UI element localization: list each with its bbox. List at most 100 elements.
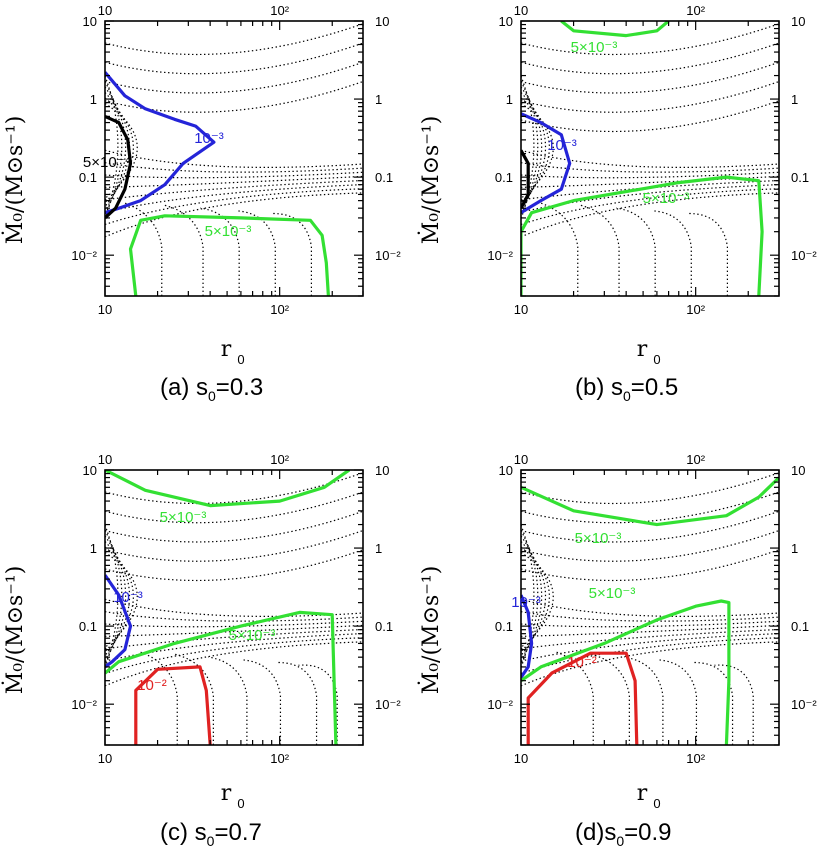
x-tick-label: 10² bbox=[270, 3, 289, 18]
plot-area bbox=[521, 21, 779, 296]
y-axis-label: Ṁ₀/(M⊙s⁻¹) bbox=[1, 116, 28, 245]
dotted-contour bbox=[521, 42, 779, 75]
caption-sub: 0 bbox=[208, 388, 216, 404]
dotted-contour bbox=[105, 188, 363, 226]
y-tick-label: 10 bbox=[375, 463, 389, 478]
x-axis-label-sub: 0 bbox=[237, 796, 244, 811]
dotted-contour bbox=[521, 61, 779, 94]
contour-green bbox=[105, 610, 338, 745]
contour-black bbox=[521, 149, 530, 209]
contour-label: 5×10⁻³ bbox=[643, 190, 690, 207]
dotted-contour bbox=[272, 212, 312, 296]
contour-blue bbox=[521, 594, 534, 679]
contour-label: 10⁻² bbox=[567, 654, 597, 671]
x-tick-label: 10² bbox=[270, 452, 289, 467]
dotted-contour bbox=[105, 529, 363, 562]
dotted-contour bbox=[105, 637, 363, 675]
dotted-contour bbox=[105, 598, 363, 617]
y-tick-label: 1 bbox=[506, 92, 513, 107]
caption-prefix: (b) s bbox=[575, 374, 623, 401]
dotted-contour bbox=[521, 529, 779, 562]
y-tick-label: 1 bbox=[375, 541, 382, 556]
y-axis-label: Ṁ₀/(M⊙s⁻¹) bbox=[1, 566, 28, 695]
dotted-contour bbox=[105, 149, 363, 168]
dotted-contour bbox=[521, 102, 554, 199]
y-tick-label: 10 bbox=[83, 463, 97, 478]
dotted-contour bbox=[105, 81, 123, 216]
x-axis-label-sub: 0 bbox=[653, 352, 660, 367]
contour-label: 5×10⁻³ bbox=[571, 39, 618, 56]
plot-frame bbox=[104, 20, 364, 297]
x-axis-label: r bbox=[637, 337, 648, 362]
caption-sub: 0 bbox=[616, 833, 624, 848]
panel-caption: (b) s0=0.5 bbox=[575, 374, 678, 404]
dotted-contour bbox=[521, 80, 779, 113]
dotted-contour bbox=[714, 664, 754, 745]
y-tick-label: 1 bbox=[791, 541, 798, 556]
x-tick-label: 10² bbox=[270, 302, 289, 317]
caption-prefix: (d)s bbox=[575, 819, 616, 846]
y-tick-label: 10 bbox=[791, 14, 805, 29]
dotted-contour bbox=[105, 551, 138, 648]
dotted-contour bbox=[521, 149, 779, 168]
dotted-contour bbox=[521, 611, 779, 622]
x-tick-label: 10 bbox=[98, 3, 112, 18]
dotted-contour bbox=[521, 551, 554, 648]
y-tick-label: 10 bbox=[375, 14, 389, 29]
y-tick-label: 1 bbox=[90, 541, 97, 556]
y-tick-label: 1 bbox=[90, 92, 97, 107]
dotted-contour bbox=[138, 650, 178, 745]
dotted-contour bbox=[521, 491, 779, 524]
y-tick-label: 10 bbox=[499, 463, 513, 478]
y-tick-label: 1 bbox=[506, 541, 513, 556]
caption-sub: 0 bbox=[207, 833, 215, 848]
y-tick-label: 10⁻² bbox=[487, 248, 513, 263]
x-tick-label: 10² bbox=[686, 452, 705, 467]
contour-green bbox=[560, 21, 670, 38]
plot-frame bbox=[520, 20, 780, 297]
x-axis-label: r bbox=[221, 337, 232, 362]
panel-caption: (a) s0=0.3 bbox=[160, 374, 263, 404]
dotted-contour bbox=[208, 656, 248, 745]
x-tick-label: 10 bbox=[514, 751, 528, 766]
y-axis-label: Ṁ₀/(M⊙s⁻¹) bbox=[417, 566, 444, 695]
plot-area bbox=[521, 472, 779, 745]
dotted-contour bbox=[105, 620, 363, 628]
y-tick-label: 10 bbox=[499, 14, 513, 29]
contour-blue bbox=[521, 112, 572, 215]
dotted-contour bbox=[521, 81, 539, 216]
panel-caption: (c) s0=0.7 bbox=[160, 819, 262, 848]
dotted-contour bbox=[105, 162, 363, 173]
contour-red bbox=[526, 651, 639, 745]
dotted-contour bbox=[652, 210, 692, 296]
dotted-contour bbox=[105, 491, 363, 524]
y-tick-label: 10 bbox=[791, 463, 805, 478]
contour-label: 5×10⁻³ bbox=[575, 530, 622, 547]
contour-label: 10⁻² bbox=[137, 677, 167, 694]
contour-label: 10⁻³ bbox=[113, 589, 143, 606]
y-axis-label: Ṁ₀/(M⊙s⁻¹) bbox=[417, 116, 444, 245]
x-axis-label: r bbox=[221, 781, 232, 806]
y-tick-label: 1 bbox=[375, 92, 382, 107]
caption-value: =0.7 bbox=[214, 819, 261, 846]
y-tick-label: 10⁻² bbox=[71, 248, 97, 263]
caption-value: =0.3 bbox=[216, 374, 263, 401]
x-tick-label: 10² bbox=[270, 751, 289, 766]
dotted-contour bbox=[174, 653, 214, 745]
caption-value: =0.5 bbox=[631, 374, 678, 401]
contour-black bbox=[105, 114, 133, 220]
dotted-contour bbox=[521, 598, 779, 617]
y-tick-label: 1 bbox=[791, 92, 798, 107]
contour-label: 5×10⁻³ bbox=[229, 627, 276, 644]
dotted-contour bbox=[521, 472, 779, 505]
dotted-contour bbox=[521, 171, 779, 179]
y-tick-label: 0.1 bbox=[375, 170, 393, 185]
dotted-contour bbox=[521, 624, 779, 637]
dotted-contour bbox=[105, 184, 363, 213]
x-tick-label: 10 bbox=[514, 3, 528, 18]
y-tick-label: 0.1 bbox=[791, 619, 809, 634]
dotted-contour bbox=[521, 535, 543, 661]
dotted-contour bbox=[105, 86, 127, 212]
